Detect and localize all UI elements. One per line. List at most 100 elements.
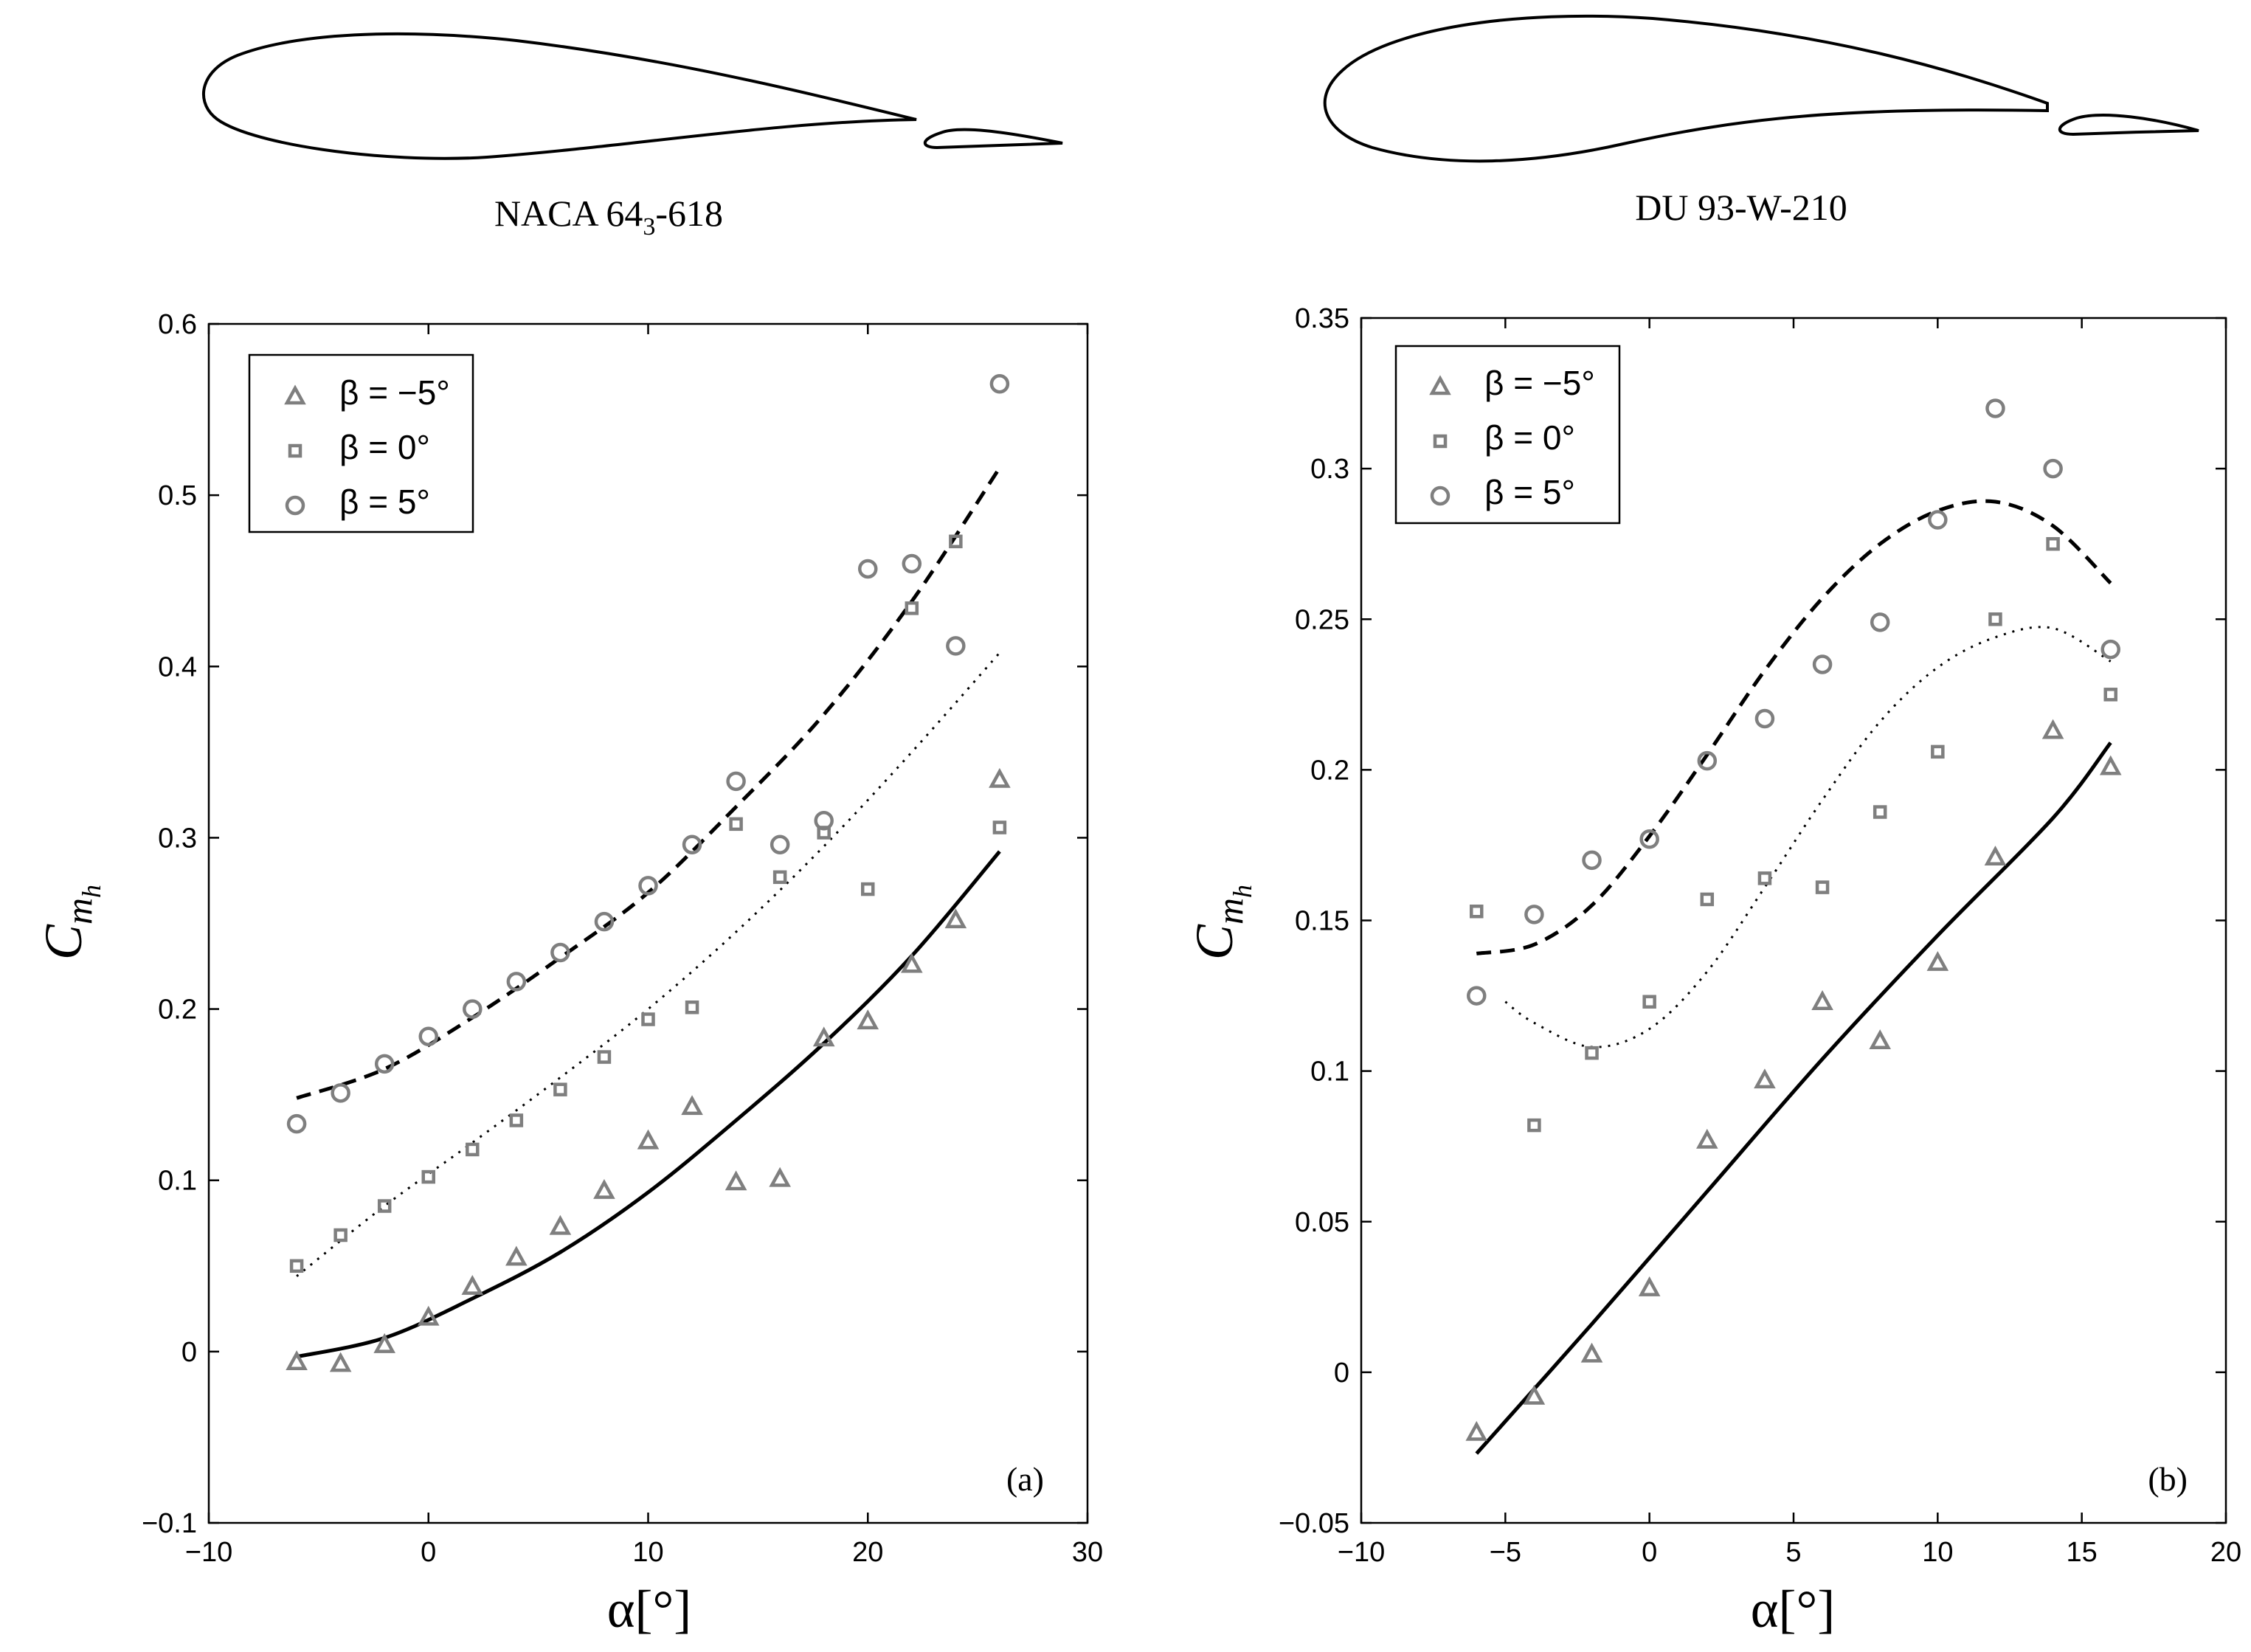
data-point-square xyxy=(421,1169,435,1184)
data-point-circle xyxy=(286,1113,307,1134)
data-point-triangle xyxy=(1984,846,2007,866)
legend-marker-square xyxy=(1433,434,1448,449)
y-tick-label: 0.25 xyxy=(1295,604,1349,635)
data-point-circle xyxy=(2100,639,2120,660)
data-point-square xyxy=(289,1259,304,1273)
data-point-square xyxy=(949,534,963,549)
y-tick-label: 0.2 xyxy=(158,995,197,1026)
data-point-triangle xyxy=(286,1350,308,1371)
data-point-triangle xyxy=(2041,719,2064,739)
data-point-circle xyxy=(418,1026,438,1046)
chart-a-legend: β = −5° β = 0° β = 5° xyxy=(248,353,474,533)
airfoil-name-naca: NACA 643-618 xyxy=(494,193,723,241)
data-point-square xyxy=(772,870,787,885)
chart-b-ticks: −10 −5 0 5 10 15 20 −0.05 0 0.05 0.1 0.15 0.2 0.25 0.3… xyxy=(1279,303,2241,1568)
data-point-triangle xyxy=(1695,1128,1718,1149)
data-point-triangle xyxy=(900,953,923,973)
data-point-circle xyxy=(770,834,790,854)
data-point-triangle xyxy=(461,1274,484,1295)
data-point-circle xyxy=(2043,458,2063,479)
data-point-circle xyxy=(902,553,922,574)
x-tick-label: 10 xyxy=(632,1537,663,1568)
data-point-square xyxy=(1700,892,1715,907)
fit-line-dotted xyxy=(1504,626,2112,1048)
airfoil-name-naca-base: NACA 64 xyxy=(494,193,643,234)
chart-b-ylabel: Cmh xyxy=(1185,885,1257,960)
data-point-triangle xyxy=(1869,1029,1892,1050)
legend-marker-circle xyxy=(1430,485,1450,506)
chart-a-ylabel-main: C xyxy=(34,924,93,960)
data-point-circle xyxy=(682,834,702,854)
y-tick-label: 0.2 xyxy=(1310,755,1349,786)
data-point-circle xyxy=(814,810,834,831)
data-point-square xyxy=(1988,612,2002,626)
y-tick-label: 0.05 xyxy=(1295,1207,1349,1238)
chart-a-ylabel: Cmh xyxy=(34,885,106,960)
data-point-circle xyxy=(1582,850,1602,871)
chart-b-xlabel: α[°] xyxy=(1751,1580,1835,1639)
data-point-square xyxy=(1757,871,1772,885)
x-tick-label: −10 xyxy=(185,1537,232,1568)
data-point-square xyxy=(377,1199,392,1213)
x-tick-label: 0 xyxy=(1642,1537,1657,1568)
data-point-square xyxy=(641,1012,655,1026)
chart-b-legend-label-2: β = 0° xyxy=(1484,418,1575,457)
chart-a-legend-label-3: β = 5° xyxy=(339,483,430,521)
data-point-square xyxy=(1585,1046,1599,1060)
data-point-circle xyxy=(1524,905,1544,925)
data-point-circle xyxy=(1697,750,1718,771)
data-point-circle xyxy=(1639,829,1659,849)
data-point-triangle xyxy=(417,1305,440,1326)
data-point-circle xyxy=(638,876,658,896)
data-point-circle xyxy=(1870,612,1890,632)
chart-a-legend-label-2: β = 0° xyxy=(339,428,430,466)
data-point-circle xyxy=(726,771,746,792)
data-point-triangle xyxy=(1465,1420,1488,1441)
data-point-triangle xyxy=(989,767,1011,788)
data-point-square xyxy=(1873,805,1887,819)
data-point-triangle xyxy=(857,1009,879,1030)
legend-marker-triangle xyxy=(284,384,306,405)
chart-b-panel-label: (b) xyxy=(2148,1460,2188,1498)
airfoil-name-naca-rest: -618 xyxy=(655,193,723,234)
data-point-circle xyxy=(989,374,1010,394)
chart-b: −10 −5 0 5 10 15 20 −0.05 0 0.05 0.1 0.15 0.2 0.25 0.3… xyxy=(1185,303,2241,1639)
airfoil-naca-drawing xyxy=(202,32,1063,160)
chart-a-fit-lines xyxy=(296,466,1001,1359)
chart-b-ylabel-main: C xyxy=(1185,924,1244,960)
y-tick-label: 0.15 xyxy=(1295,906,1349,937)
chart-b-fit-lines xyxy=(1475,499,2112,1455)
naca-flap-element xyxy=(923,128,1063,150)
data-point-circle xyxy=(374,1054,395,1074)
x-tick-label: 20 xyxy=(852,1537,883,1568)
chart-a-markers xyxy=(286,374,1011,1372)
y-tick-label: 0 xyxy=(1334,1358,1349,1389)
legend-marker-circle xyxy=(285,495,305,516)
data-point-circle xyxy=(463,999,483,1019)
chart-a-legend-label-1: β = −5° xyxy=(339,373,450,412)
data-point-triangle xyxy=(1638,1276,1661,1296)
y-tick-label: 0.3 xyxy=(158,823,197,854)
chart-b-legend: β = −5° β = 0° β = 5° xyxy=(1394,345,1621,525)
data-point-circle xyxy=(1812,654,1833,674)
data-point-square xyxy=(597,1050,612,1064)
data-point-square xyxy=(2103,688,2117,702)
y-tick-label: 0.35 xyxy=(1295,303,1349,334)
fit-line-dashed xyxy=(296,466,1001,1100)
y-tick-label: 0.1 xyxy=(1310,1057,1349,1088)
x-tick-label: 5 xyxy=(1785,1537,1801,1568)
x-tick-label: 15 xyxy=(2067,1537,2098,1568)
data-point-triangle xyxy=(549,1214,572,1235)
chart-a-ylabel-sub: m xyxy=(58,898,100,925)
chart-b-legend-label-1: β = −5° xyxy=(1484,364,1595,402)
data-point-square xyxy=(333,1228,347,1243)
data-point-circle xyxy=(331,1083,350,1103)
airfoil-name-naca-sub: 3 xyxy=(643,213,655,241)
data-point-triangle xyxy=(2099,755,2122,775)
data-point-triangle xyxy=(505,1245,528,1266)
data-point-square xyxy=(685,1000,699,1015)
data-point-triangle xyxy=(329,1352,352,1372)
airfoil-name-du: DU 93-W-210 xyxy=(1635,187,1847,228)
data-point-square xyxy=(509,1113,524,1127)
